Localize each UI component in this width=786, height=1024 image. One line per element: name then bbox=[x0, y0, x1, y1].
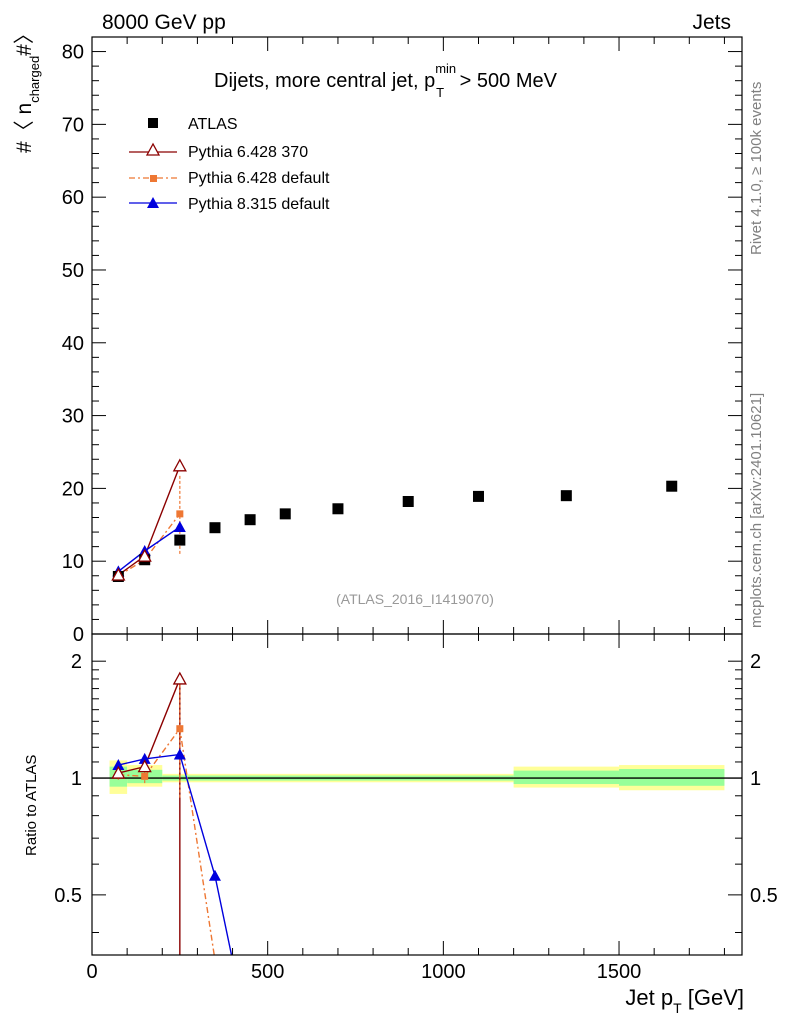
rivet-label: Rivet 4.1.0, ≥ 100k events bbox=[748, 82, 765, 255]
mcplots-label: mcplots.cern.ch [arXiv:2401.10621] bbox=[748, 393, 765, 628]
ratio-y-tick-label-right: 1 bbox=[750, 768, 761, 790]
atlas-point bbox=[472, 490, 484, 502]
ratio-py6-370-point bbox=[172, 671, 187, 685]
py6-370-point bbox=[137, 548, 152, 562]
ratio-x-axis: 0 500 1000 1500 bbox=[86, 634, 725, 983]
y-tick-label: 20 bbox=[62, 478, 84, 500]
atlas-point bbox=[332, 503, 344, 515]
x-tick-label: 1000 bbox=[421, 961, 466, 983]
ratio-py6-default-point bbox=[176, 725, 184, 733]
main-data bbox=[111, 458, 678, 582]
x-label-prefix: Jet p bbox=[625, 985, 673, 1010]
legend: ATLAS Pythia 6.428 370 Pythia 6.428 defa… bbox=[129, 116, 330, 213]
legend-label-py6-370: Pythia 6.428 370 bbox=[188, 144, 308, 161]
x-tick-label: 0 bbox=[86, 961, 97, 983]
legend-label-py8-default: Pythia 8.315 default bbox=[188, 196, 330, 213]
plot-title-sub: T bbox=[436, 85, 444, 100]
py6-370-point bbox=[172, 458, 187, 472]
x-tick-label: 1500 bbox=[597, 961, 642, 983]
y-label-suffix: #〉 bbox=[13, 23, 36, 56]
main-x-axis bbox=[91, 37, 725, 634]
atlas-point bbox=[666, 480, 678, 492]
plot-title-sup: min bbox=[435, 61, 456, 76]
ratio-py6-default-point bbox=[141, 772, 149, 780]
ratio-band-inner bbox=[513, 770, 620, 785]
x-tick-label: 500 bbox=[251, 961, 284, 983]
header-left: 8000 GeV pp bbox=[102, 11, 226, 34]
atlas-point bbox=[560, 490, 572, 502]
y-label-sub: charged bbox=[27, 56, 42, 103]
py8-default-point bbox=[173, 520, 186, 532]
legend-label-py6-default: Pythia 6.428 default bbox=[188, 170, 330, 187]
ratio-y-tick-label-left: 1 bbox=[71, 768, 82, 790]
atlas-point bbox=[209, 522, 221, 534]
y-tick-label: 70 bbox=[62, 114, 84, 136]
ratio-line-py6-default bbox=[118, 726, 215, 955]
ratio-panel-frame bbox=[91, 633, 743, 956]
y-tick-label: 50 bbox=[62, 260, 84, 282]
py6-370-point bbox=[111, 567, 126, 581]
legend-marker-py6-370 bbox=[145, 142, 161, 156]
plot-title-prefix: Dijets, more central jet, p bbox=[214, 70, 435, 92]
legend-marker-py6-default bbox=[150, 175, 157, 182]
header-right: Jets bbox=[692, 11, 731, 34]
ratio-py8-default-point bbox=[173, 748, 186, 760]
ratio-py8-default-point bbox=[112, 759, 125, 771]
ratio-py6-370-point bbox=[111, 765, 126, 779]
atlas-point bbox=[244, 514, 256, 526]
y-tick-label: 0 bbox=[73, 624, 84, 646]
x-label-suffix: [GeV] bbox=[682, 985, 744, 1010]
legend-marker-atlas bbox=[148, 118, 158, 128]
x-axis-label: Jet pT [GeV] bbox=[625, 985, 744, 1016]
ratio-data bbox=[111, 671, 233, 964]
ratio-py8-default-point bbox=[138, 752, 151, 764]
y-axis-label-ratio: Ratio to ATLAS bbox=[23, 755, 40, 856]
y-axis-label-main: #〈 ncharged#〉 bbox=[13, 23, 42, 153]
ratio-y-tick-label-left: 2 bbox=[71, 651, 82, 673]
y-tick-label: 40 bbox=[62, 333, 84, 355]
ratio-y-axis: 0.5 0.5 1 1 2 2 bbox=[54, 651, 778, 933]
atlas-point bbox=[279, 508, 291, 520]
ratio-py6-default-point bbox=[211, 957, 218, 964]
y-tick-label: 60 bbox=[62, 187, 84, 209]
ratio-line-py6-370 bbox=[118, 678, 181, 955]
main-y-axis: 0 10 20 30 40 50 60 70 80 bbox=[62, 42, 742, 646]
ratio-y-tick-label-left: 0.5 bbox=[54, 885, 82, 907]
svg-text:#〈 ncharged#〉: #〈 ncharged#〉 bbox=[13, 23, 42, 153]
atlas-point bbox=[174, 534, 186, 546]
y-tick-label: 30 bbox=[62, 406, 84, 428]
ratio-py8-default-point bbox=[208, 869, 221, 881]
atlas-point bbox=[402, 495, 414, 507]
ratio-py6-370-point bbox=[137, 759, 152, 773]
y-tick-label: 80 bbox=[62, 42, 84, 64]
ratio-y-tick-label-right: 0.5 bbox=[750, 885, 778, 907]
y-label-prefix: #〈 n bbox=[13, 103, 36, 153]
plot-title-suffix: > 500 MeV bbox=[454, 70, 558, 92]
x-label-sub: T bbox=[673, 1000, 682, 1016]
analysis-tag: (ATLAS_2016_I1419070) bbox=[336, 591, 494, 607]
py6-default-point bbox=[176, 510, 184, 518]
ratio-y-tick-label-right: 2 bbox=[750, 651, 761, 673]
legend-marker-py8-default bbox=[147, 197, 159, 208]
y-tick-label: 10 bbox=[62, 551, 84, 573]
legend-label-atlas: ATLAS bbox=[188, 116, 238, 133]
plot-title: Dijets, more central jet, pmin T > 500 Me… bbox=[214, 61, 558, 100]
ratio-bands bbox=[92, 760, 742, 794]
